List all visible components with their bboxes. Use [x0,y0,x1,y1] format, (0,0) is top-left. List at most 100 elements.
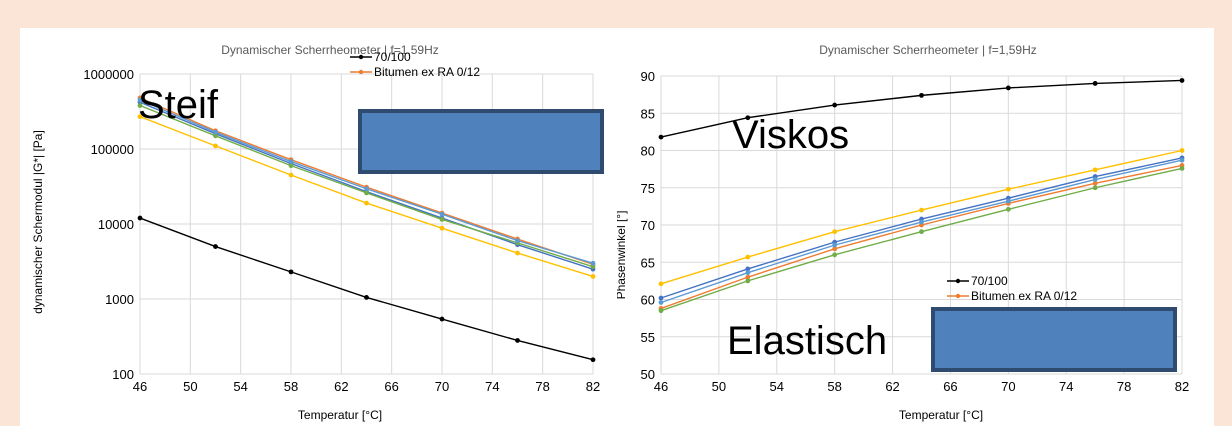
legend-item-bitumen: Bitumen ex RA 0/12 [971,289,1077,303]
data-point [591,261,596,266]
series-line [661,165,1182,308]
data-point [919,208,924,213]
x-tick-label: 50 [712,379,726,394]
legend-item-bitumen: Bitumen ex RA 0/12 [374,65,480,79]
x-axis-label: Temperatur [°C] [899,408,983,422]
data-point [364,201,369,206]
x-tick-label: 46 [133,379,147,394]
x-tick-label: 78 [1117,379,1131,394]
data-point [745,278,750,283]
x-tick-label: 50 [183,379,197,394]
x-tick-label: 62 [334,379,348,394]
data-point [364,190,369,195]
data-point [919,220,924,225]
x-tick-label: 82 [586,379,600,394]
chart-panel: Dynamischer Scherrheometer | f=1,59Hz 46… [20,28,1214,426]
x-tick-label: 66 [384,379,398,394]
y-axis-label: Phasenwinkel [°] [617,211,628,300]
data-point [515,238,520,243]
y-tick-label: 80 [641,144,655,159]
data-point [213,130,218,135]
data-point [364,295,369,300]
chart-title: Dynamischer Scherrheometer | f=1,59Hz [819,43,1037,57]
x-tick-label: 58 [827,379,841,394]
legend: 70/100 Bitumen ex RA 0/12 [947,274,1077,303]
data-point [659,300,664,305]
y-tick-label: 100 [112,367,134,382]
x-tick-label: 78 [535,379,549,394]
legend-cover-box [933,309,1175,370]
data-point [1006,199,1011,204]
y-tick-label: 65 [641,255,655,270]
data-point [289,269,294,274]
data-point [364,186,369,191]
data-point [659,135,664,140]
x-tick-label: 58 [284,379,298,394]
data-point [1180,166,1185,171]
data-point [1180,78,1185,83]
x-tick-label: 46 [654,379,668,394]
data-point [440,226,445,231]
data-point [289,159,294,164]
x-tick-label: 62 [885,379,899,394]
x-tick-label: 66 [943,379,957,394]
series-line [661,158,1182,298]
data-point [832,229,837,234]
data-point [591,357,596,362]
data-point [1006,86,1011,91]
x-tick-label: 74 [1059,379,1073,394]
data-point [515,338,520,343]
y-tick-label: 60 [641,293,655,308]
y-tick-label: 1000000 [83,67,134,82]
data-point [138,216,143,221]
data-point [289,173,294,178]
y-tick-label: 75 [641,181,655,196]
data-point [659,308,664,313]
x-tick-label: 54 [770,379,784,394]
data-point [440,217,445,222]
data-point [919,229,924,234]
y-tick-label: 55 [641,330,655,345]
data-point [745,270,750,275]
data-point [832,243,837,248]
annotation-elastisch: Elastisch [727,319,887,363]
data-point [1006,207,1011,212]
phase-angle-chart: Dynamischer Scherrheometer | f=1,59Hz 46… [617,28,1214,426]
data-point [1093,185,1098,190]
data-point [1006,187,1011,192]
data-point [1093,177,1098,182]
data-point [591,274,596,279]
annotation-steif: Steif [138,83,219,127]
x-axis-label: Temperatur [°C] [298,408,382,422]
data-point [745,255,750,260]
y-tick-label: 50 [641,367,655,382]
series-line [661,168,1182,310]
data-point [832,252,837,257]
data-point [1093,81,1098,86]
x-tick-label: 70 [1001,379,1015,394]
y-tick-label: 100000 [91,142,134,157]
legend-item-70-100: 70/100 [971,274,1008,288]
data-point [1180,148,1185,153]
data-point [659,281,664,286]
data-point [832,103,837,108]
legend-cover-box [360,111,602,172]
data-point [919,93,924,98]
data-point [213,244,218,249]
legend-item-70-100: 70/100 [374,50,411,64]
data-point [440,212,445,217]
data-point [659,296,664,301]
data-point [1093,167,1098,172]
y-tick-label: 70 [641,218,655,233]
series-line [140,218,593,360]
x-tick-label: 70 [435,379,449,394]
x-tick-label: 82 [1175,379,1189,394]
y-tick-label: 85 [641,106,655,121]
y-tick-label: 90 [641,69,655,84]
y-tick-label: 1000 [105,292,134,307]
data-point [1180,158,1185,163]
data-point [515,251,520,256]
annotation-viskos: Viskos [732,113,849,157]
shear-modulus-chart: Dynamischer Scherrheometer | f=1,59Hz 46… [20,28,617,426]
data-point [440,317,445,322]
